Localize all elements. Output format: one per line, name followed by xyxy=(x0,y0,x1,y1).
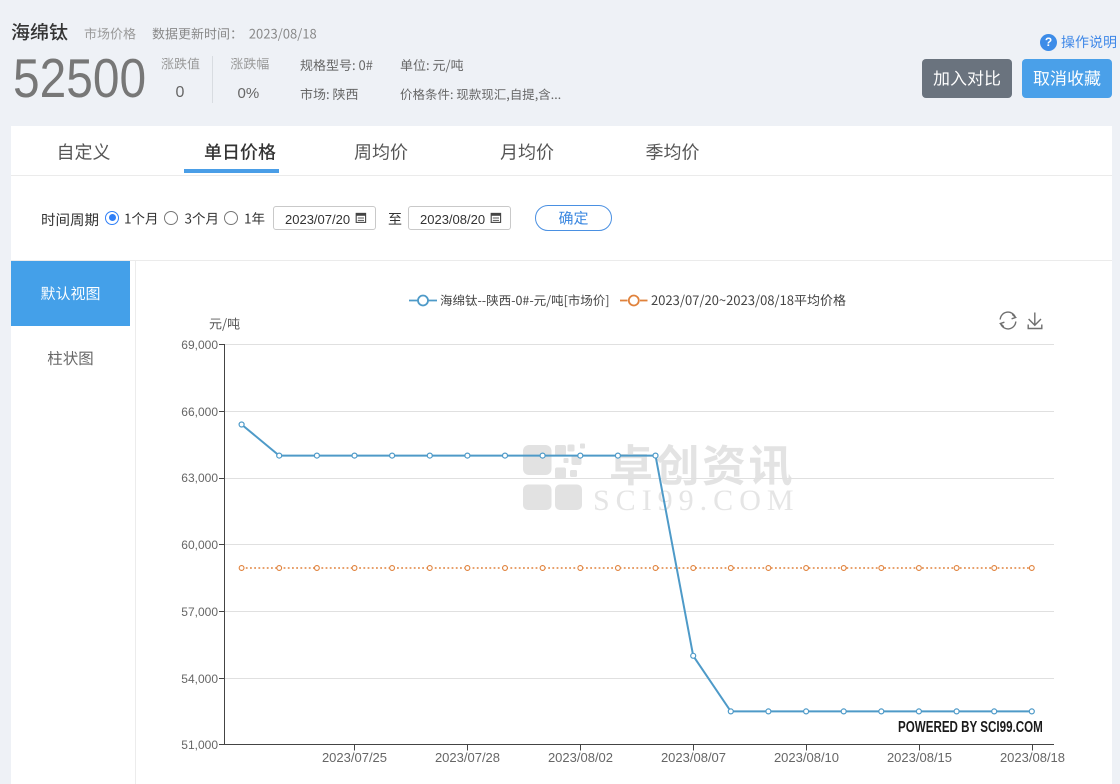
svg-text:SCI99.COM: SCI99.COM xyxy=(593,484,800,517)
